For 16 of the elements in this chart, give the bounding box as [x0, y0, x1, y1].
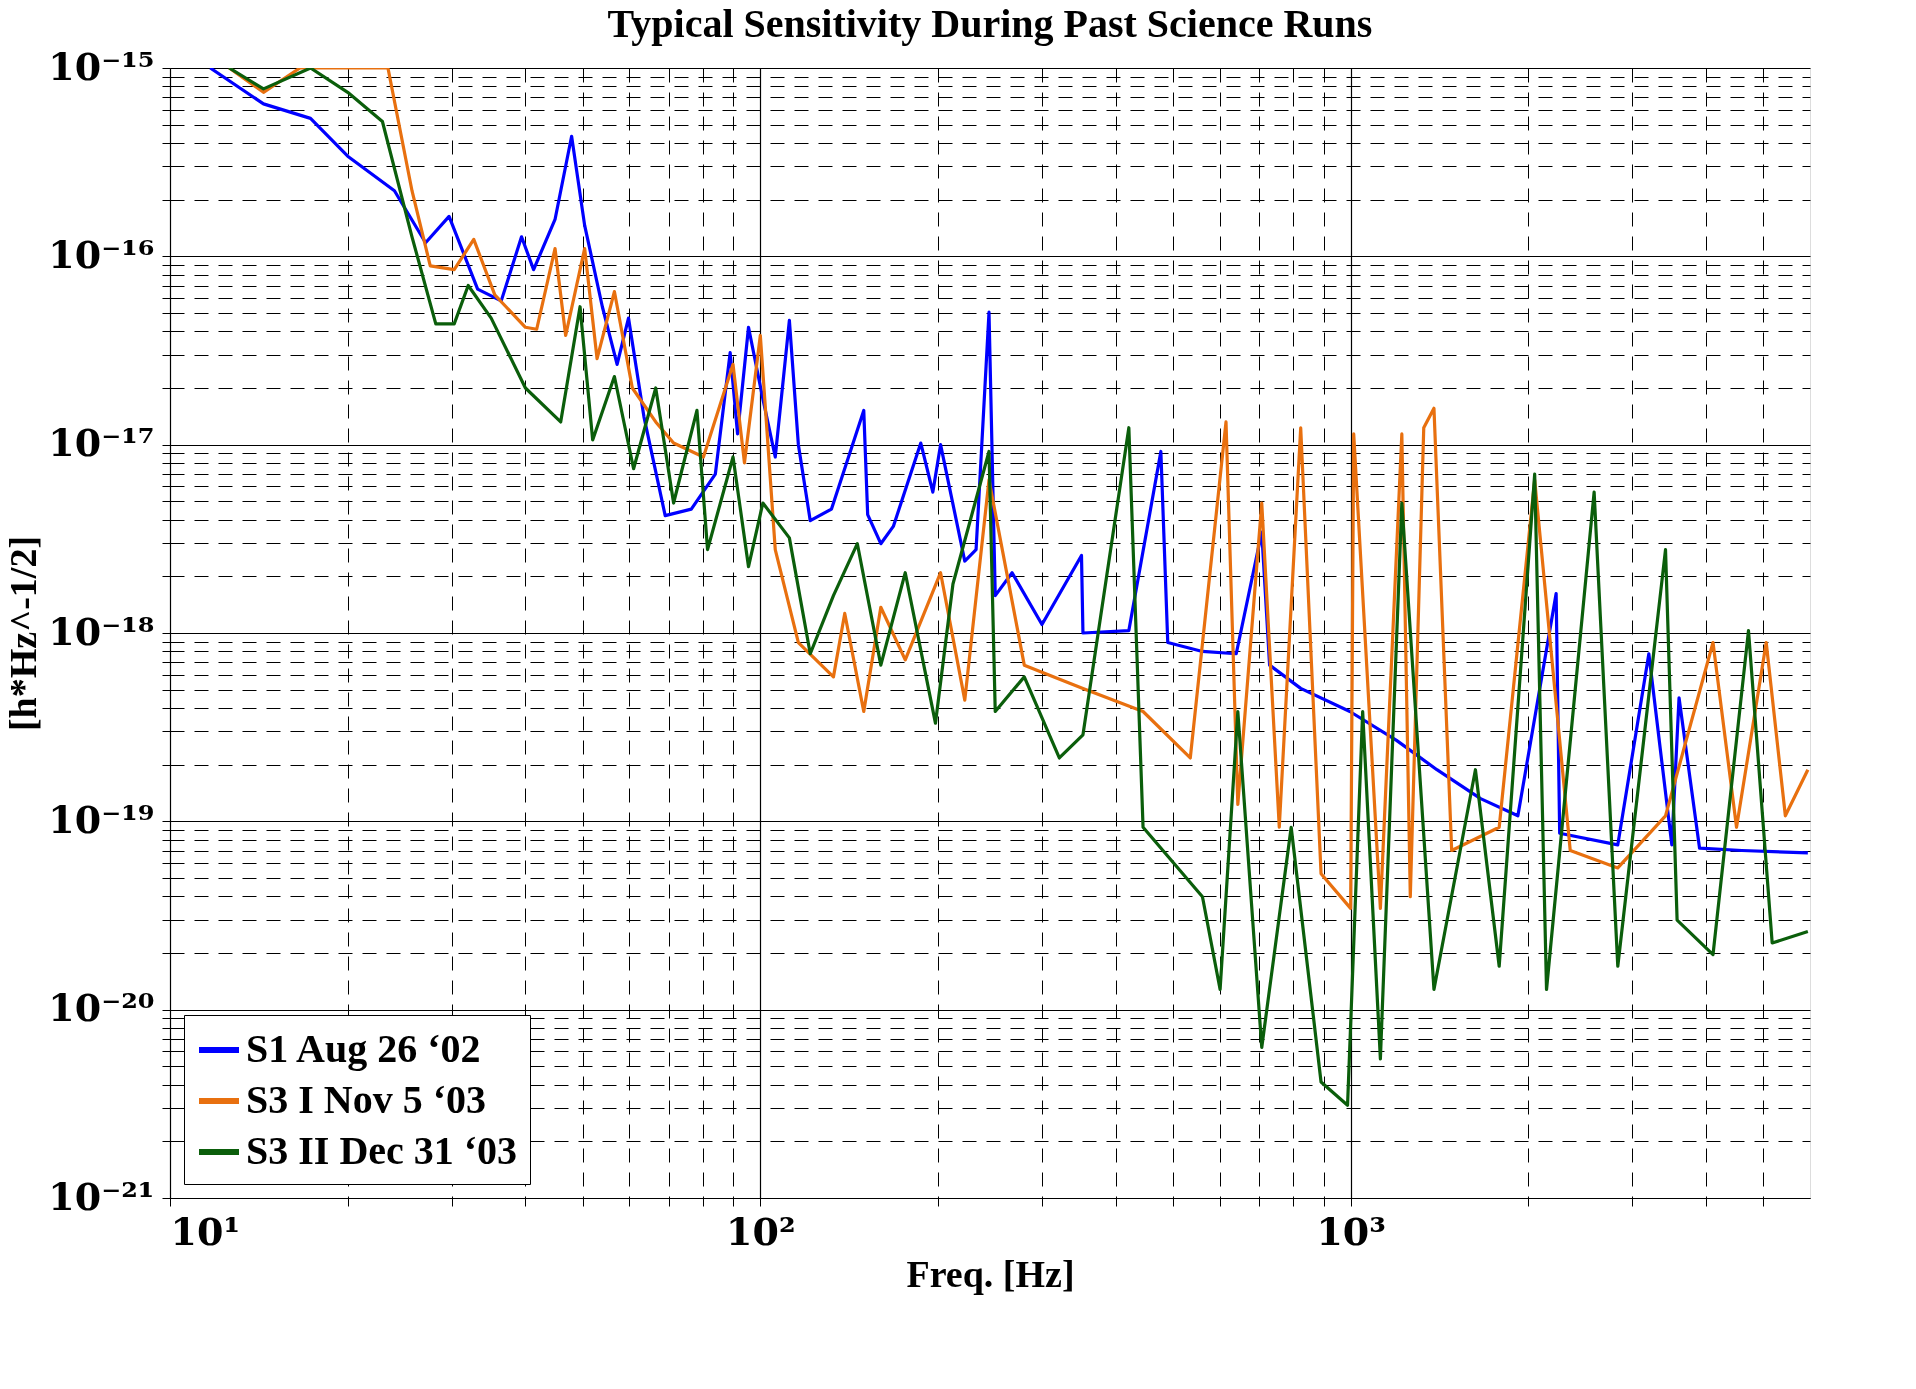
y-tick-label: 10⁻¹⁸ — [48, 608, 155, 654]
legend-label: S3 II Dec 31 ‘03 — [246, 1128, 518, 1173]
x-tick-label: 10¹ — [170, 1208, 241, 1254]
x-tick-label: 10² — [726, 1208, 796, 1254]
y-tick-label: 10⁻¹⁷ — [48, 420, 155, 466]
legend-label: S3 I Nov 5 ‘03 — [246, 1077, 487, 1122]
legend-label: S1 Aug 26 ‘02 — [246, 1026, 481, 1071]
chart-title: Typical Sensitivity During Past Science Runs — [607, 1, 1373, 46]
y-tick-label: 10⁻¹⁵ — [48, 43, 155, 89]
y-tick-label: 10⁻¹⁹ — [48, 796, 155, 842]
y-tick-label: 10⁻²⁰ — [48, 985, 155, 1031]
y-tick-label: 10⁻¹⁶ — [48, 231, 155, 277]
x-tick-label: 10³ — [1316, 1208, 1386, 1254]
y-axis-title: [h*Hz^-1/2] — [2, 535, 45, 732]
y-tick-label: 10⁻²¹ — [48, 1173, 155, 1219]
x-axis-title: Freq. [Hz] — [906, 1252, 1075, 1295]
